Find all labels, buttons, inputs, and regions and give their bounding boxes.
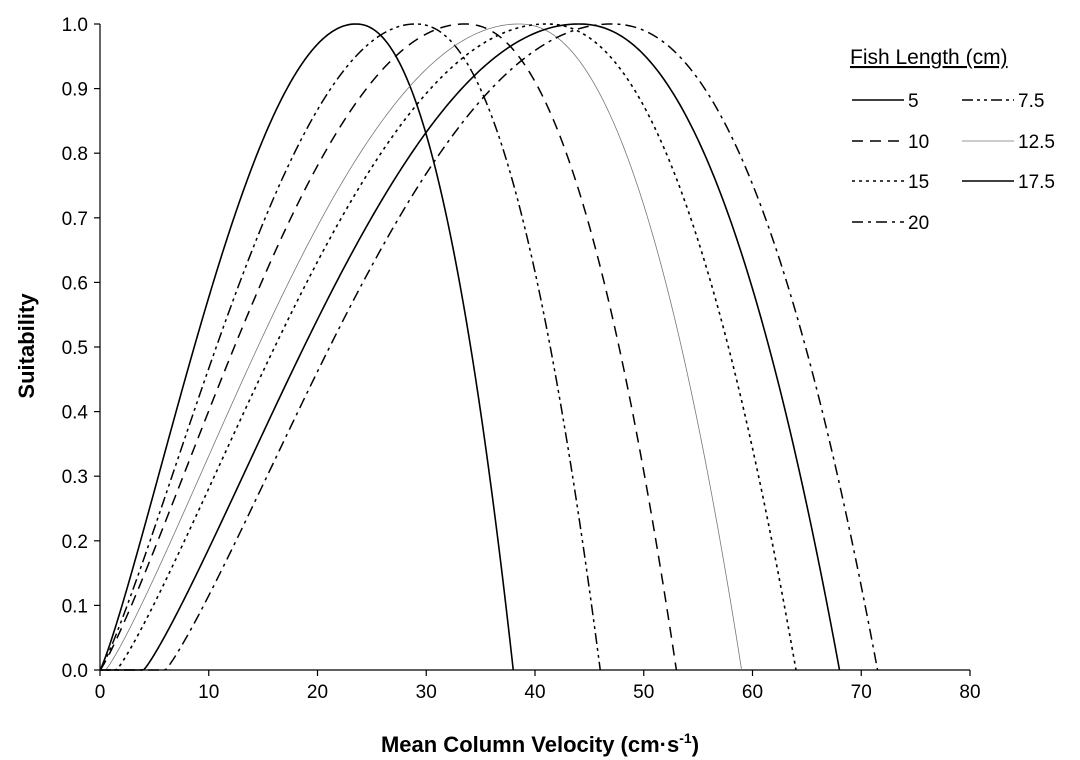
x-axis-title: Mean Column Velocity (cm·s-1)	[381, 730, 699, 757]
y-tick-label: 0.9	[62, 80, 88, 101]
y-tick-label: 0.5	[62, 338, 88, 359]
y-tick-label: 0.4	[62, 403, 89, 424]
legend-label-5: 5	[908, 91, 919, 112]
x-tick-label: 50	[633, 682, 654, 703]
y-ticks: 0.0 0.1 0.2 0.3 0.4 0.5 0.6 0.7 0.8 0.9 1.0	[62, 15, 100, 682]
x-axis-title-superscript: -1	[679, 730, 692, 746]
y-tick-label: 0.8	[62, 144, 88, 165]
series-line-10	[100, 24, 676, 670]
series-layer	[100, 24, 878, 670]
series-line-7-5	[100, 24, 600, 670]
legend-label-12-5: 12.5	[1018, 132, 1055, 153]
y-axis-title: Suitability	[14, 293, 39, 399]
x-axis-title-close: )	[692, 732, 699, 757]
x-tick-label: 80	[959, 682, 980, 703]
legend-title: Fish Length (cm)	[850, 46, 1008, 69]
x-tick-label: 70	[851, 682, 872, 703]
series-line-15	[100, 24, 796, 670]
y-tick-label: 0.2	[62, 532, 88, 553]
x-ticks: 0 10 20 30 40 50 60 70 80	[95, 670, 981, 703]
axes: 0 10 20 30 40 50 60 70 80 0.00.10.20.30.40.50.60…	[62, 15, 981, 703]
legend-label-17-5: 17.5	[1018, 172, 1055, 193]
y-tick-label: 0.3	[62, 467, 88, 488]
x-tick-label: 10	[198, 682, 219, 703]
legend-label-15: 15	[908, 172, 929, 193]
x-tick-label: 20	[307, 682, 328, 703]
x-tick-label: 30	[416, 682, 437, 703]
x-tick-label: 0	[95, 682, 106, 703]
legend-label-7-5: 7.5	[1018, 91, 1044, 112]
series-line-5	[100, 24, 513, 670]
y-tick-label: 0.0	[62, 661, 88, 682]
x-tick-label: 60	[742, 682, 763, 703]
y-tick-label: 0.7	[62, 209, 88, 230]
y-tick-label: 0.6	[62, 273, 88, 294]
x-axis-title-main: Mean Column Velocity (cm·s	[381, 732, 679, 757]
x-tick-label: 40	[524, 682, 545, 703]
legend-label-10: 10	[908, 132, 929, 153]
y-tick-label: 0.1	[62, 596, 88, 617]
legend: Fish Length (cm) 5 7.5 10 12.5 15 17.5 20	[850, 46, 1055, 234]
y-tick-label: 1.0	[62, 15, 88, 36]
legend-label-20: 20	[908, 213, 929, 234]
